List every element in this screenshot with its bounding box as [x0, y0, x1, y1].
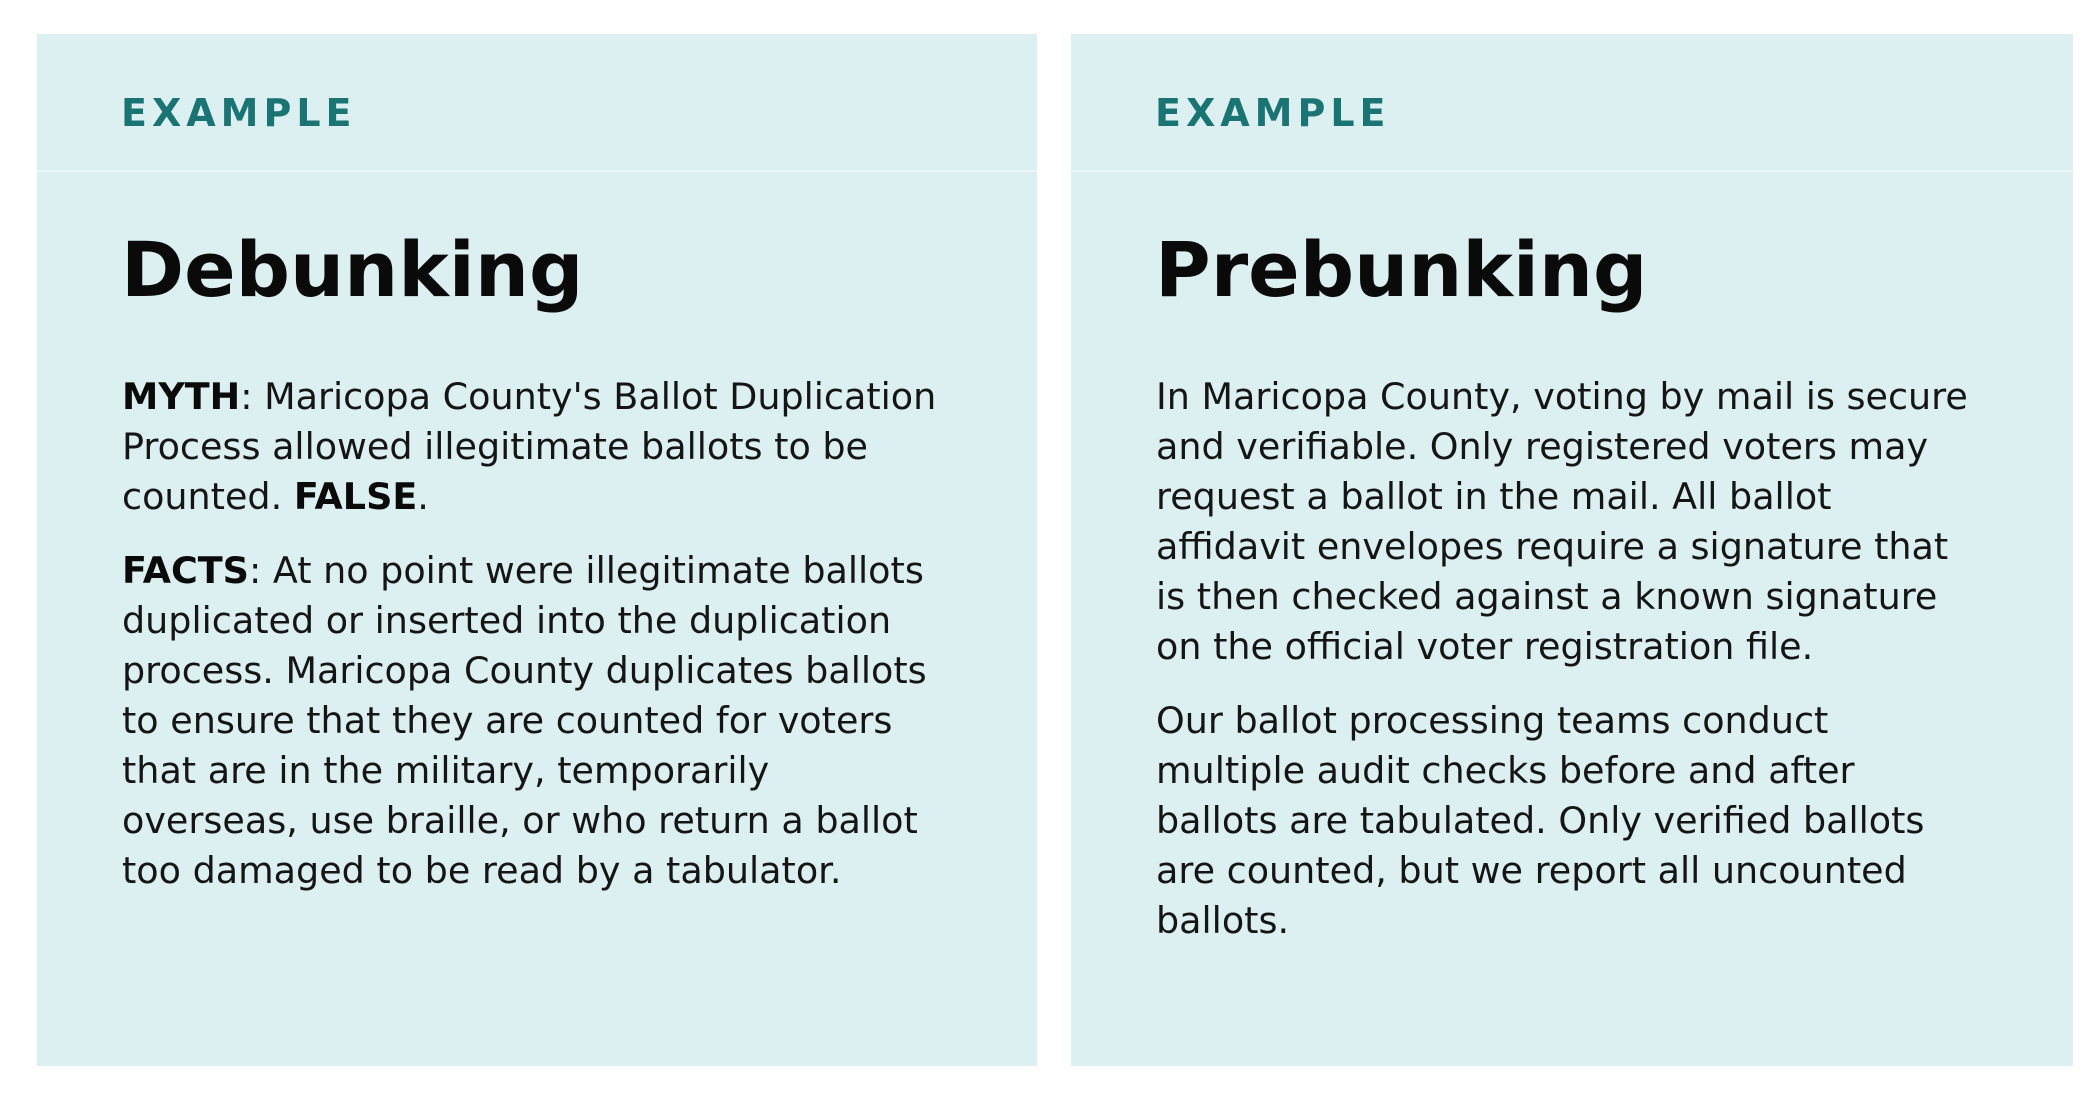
facts-paragraph: FACTS: At no point were illegitimate bal… [122, 546, 942, 896]
prebunking-paragraph-1: In Maricopa County, voting by mail is se… [1156, 375, 1968, 668]
debunking-card: EXAMPLE Debunking MYTH: Maricopa County'… [37, 34, 1037, 1066]
prebunking-title: Prebunking [1155, 225, 1648, 314]
prebunking-card: EXAMPLE Prebunking In Maricopa County, v… [1071, 34, 2073, 1066]
debunking-eyebrow: EXAMPLE [121, 91, 357, 135]
prebunking-paragraph-2: Our ballot processing teams conduct mult… [1156, 699, 1925, 942]
facts-text: : At no point were illegitimate ballots … [122, 549, 927, 892]
prebunking-eyebrow: EXAMPLE [1155, 91, 1391, 135]
prebunking-body: In Maricopa County, voting by mail is se… [1156, 372, 1986, 970]
debunking-title: Debunking [121, 225, 584, 314]
debunking-card-header: EXAMPLE [37, 34, 1037, 172]
debunking-body: MYTH: Maricopa County's Ballot Duplicati… [122, 372, 942, 920]
prebunking-card-header: EXAMPLE [1071, 34, 2073, 172]
false-label: FALSE [293, 475, 418, 518]
false-suffix: . [417, 475, 429, 518]
myth-text: : Maricopa County's Ballot Duplication P… [122, 375, 937, 518]
myth-label: MYTH [122, 375, 241, 418]
myth-paragraph: MYTH: Maricopa County's Ballot Duplicati… [122, 372, 942, 522]
facts-label: FACTS [122, 549, 249, 592]
